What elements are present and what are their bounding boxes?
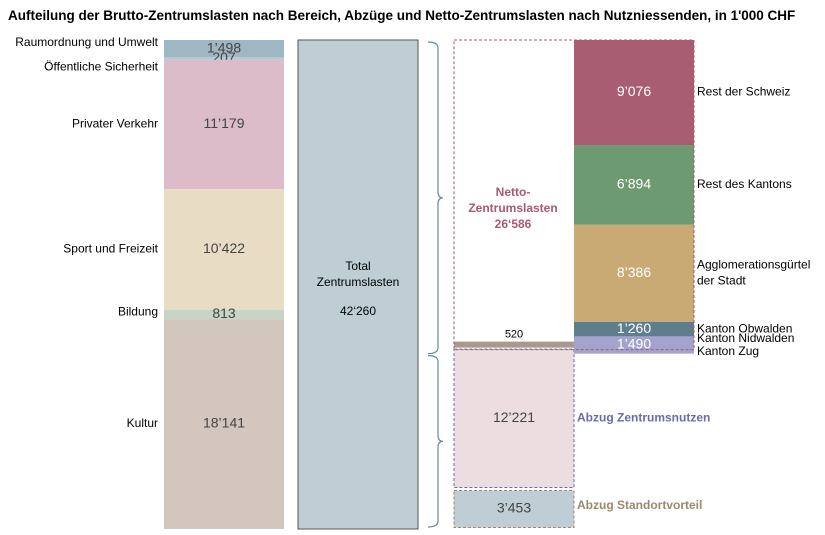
bar-value-label-area-4: 813 bbox=[212, 305, 236, 321]
bar-segment-deduction-0 bbox=[453, 348, 575, 489]
bar-value-label-deduction-0: 12’221 bbox=[493, 409, 535, 425]
bar-segment-area-4 bbox=[164, 309, 284, 320]
category-label-1: Öffentliche Sicherheit bbox=[44, 60, 159, 74]
bar-segment-area-3 bbox=[164, 189, 284, 310]
bar-total bbox=[297, 39, 419, 530]
category-label-4: Bildung bbox=[118, 305, 158, 319]
bar-segment-beneficiary-2 bbox=[574, 224, 694, 322]
beneficiary-label-4: Kanton Nidwalden bbox=[697, 331, 794, 345]
bar-segment-beneficiary-4 bbox=[574, 336, 694, 354]
bar-value-label-beneficiary-5: 520 bbox=[505, 329, 523, 341]
brace-netto bbox=[427, 41, 444, 355]
bar-segment-beneficiary-1 bbox=[574, 145, 694, 225]
category-label-5: Kultur bbox=[127, 416, 158, 430]
bar-value-label-beneficiary-1: 6’894 bbox=[617, 176, 651, 192]
bar-value-label-deduction-1: 3’453 bbox=[497, 500, 531, 516]
total-value-label: 42‘260 bbox=[340, 304, 376, 318]
beneficiary-label-3: Kanton Obwalden bbox=[697, 321, 792, 335]
beneficiary-label-5: Kanton Zug bbox=[697, 344, 759, 358]
bar-segment-beneficiary-3 bbox=[574, 321, 694, 337]
category-label-0: Raumordnung und Umwelt bbox=[15, 35, 158, 49]
beneficiary-label-2-line-1: Agglomerationsgürtel bbox=[697, 257, 810, 271]
netto-value-label: 26‘586 bbox=[495, 217, 532, 231]
brace-deductions bbox=[427, 355, 444, 528]
bar-segment-area-0 bbox=[164, 40, 284, 58]
bar-segment-area-5 bbox=[164, 319, 284, 529]
bar-segment-beneficiary-5 bbox=[454, 341, 574, 348]
netto-label-line-2: Zentrumslasten bbox=[468, 201, 557, 215]
bar-value-label-beneficiary-0: 9’076 bbox=[617, 83, 651, 99]
bar-value-label-beneficiary-2: 8’386 bbox=[617, 264, 651, 280]
total-label-line-1: Total bbox=[345, 259, 370, 273]
bar-segment-area-2 bbox=[164, 59, 284, 190]
deduction-label-0: Abzug Zentrumsnutzen bbox=[577, 411, 710, 425]
deduction-label-1: Abzug Standortvorteil bbox=[577, 498, 702, 512]
bar-value-label-beneficiary-4: 1’490 bbox=[617, 336, 651, 352]
beneficiary-label-2-line-2: der Stadt bbox=[697, 273, 746, 287]
bar-segment-area-1 bbox=[164, 57, 284, 60]
category-label-2: Privater Verkehr bbox=[72, 117, 158, 131]
beneficiary-label-0: Rest der Schweiz bbox=[697, 85, 790, 99]
total-label-line-2: Zentrumslasten bbox=[317, 275, 400, 289]
bar-segment-beneficiary-0 bbox=[574, 40, 694, 146]
bar-value-label-area-2: 11’179 bbox=[203, 115, 244, 131]
bar-value-label-beneficiary-3: 1’260 bbox=[617, 320, 651, 336]
bar-value-label-area-5: 18’141 bbox=[203, 415, 245, 431]
netto-frame bbox=[453, 39, 695, 351]
category-label-3: Sport und Freizeit bbox=[63, 242, 158, 256]
bar-value-label-area-3: 10’422 bbox=[203, 240, 245, 256]
bar-segment-deduction-1 bbox=[453, 490, 575, 528]
beneficiary-label-1: Rest des Kantons bbox=[697, 177, 792, 191]
chart-title: Aufteilung der Brutto-Zentrumslasten nac… bbox=[8, 8, 796, 23]
bar-value-label-area-0: 1’498 bbox=[207, 39, 241, 55]
netto-label-line-1: Netto- bbox=[496, 185, 531, 199]
